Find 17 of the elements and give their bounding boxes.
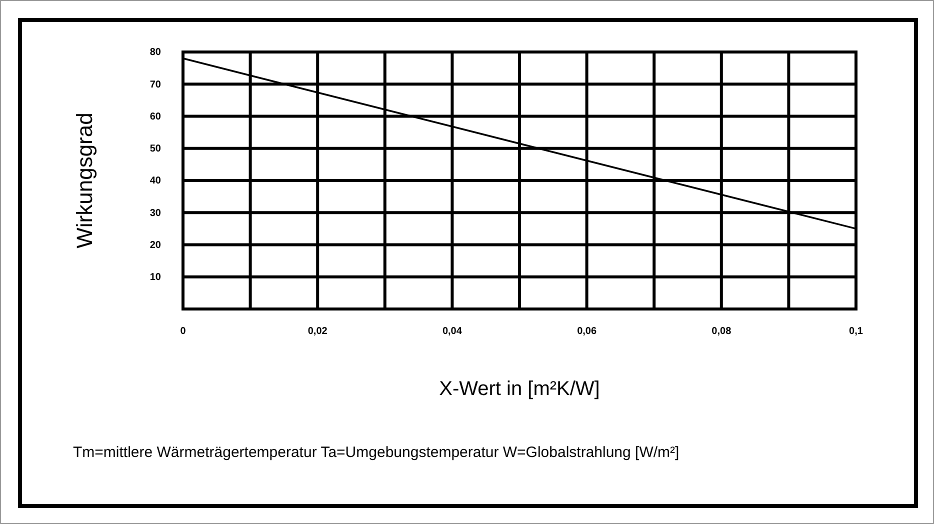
x-axis-title: X-Wert in [m²K/W]: [439, 378, 600, 400]
y-axis-title: Wirkungsgrad: [72, 112, 97, 248]
x-tick-label: 0,02: [308, 326, 328, 338]
y-tick-label: 60: [150, 111, 162, 122]
y-tick-label: 40: [150, 176, 162, 187]
y-tick-label: 70: [150, 79, 162, 90]
y-tick-label: 80: [150, 47, 162, 58]
y-tick-label: 10: [150, 272, 162, 284]
x-tick-label: 0,06: [577, 326, 597, 338]
x-tick-label: 0,08: [712, 326, 732, 338]
x-tick-label: 0,04: [442, 326, 462, 338]
x-tick-label: 0: [180, 326, 186, 338]
x-tick-label: 0,1: [849, 326, 864, 338]
y-tick-label: 50: [150, 144, 162, 155]
y-tick-label: 20: [150, 240, 162, 251]
y-tick-label: 30: [150, 208, 162, 219]
text: Tm=mittlere Wärmeträgertemperatur Ta=Umgebungstemperatur W=Globalstrahlung [W/m²]: [73, 444, 680, 461]
